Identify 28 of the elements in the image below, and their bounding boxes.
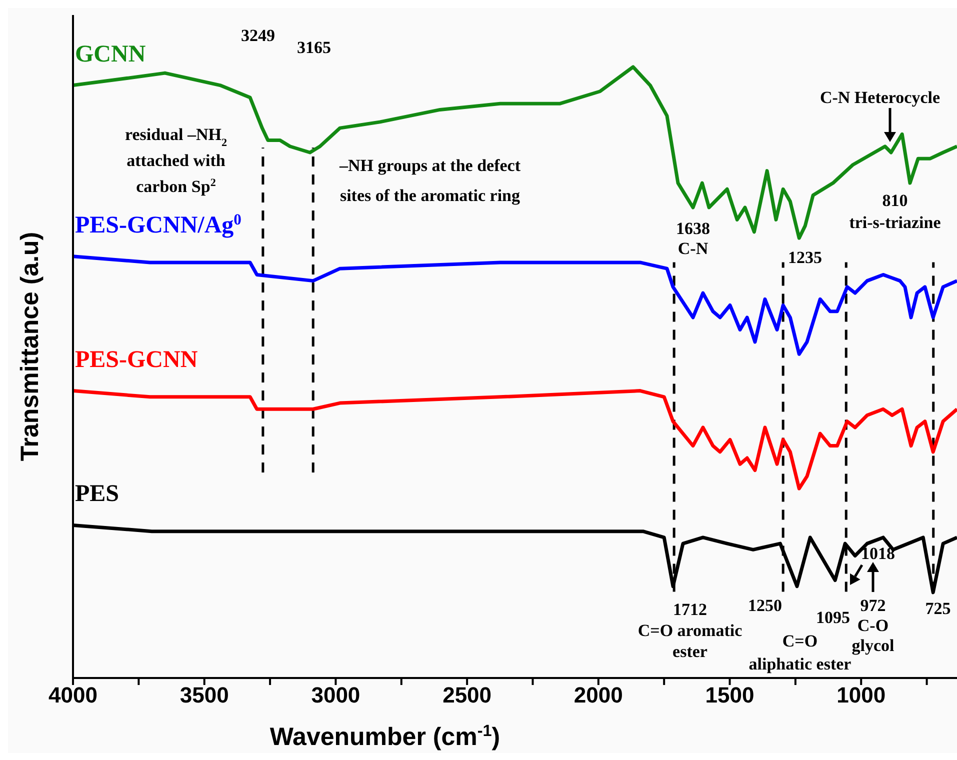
- annotation: 1095: [816, 608, 850, 627]
- annotation: C-N Heterocycle: [820, 88, 940, 107]
- annotation: 1018: [861, 544, 895, 563]
- series-label: PES-GCNN/Ag$^{0}$: [75, 210, 242, 238]
- x-tick-label: 3500: [180, 682, 229, 708]
- x-axis-title: Wavenumber (cm$^{-1}$): [270, 722, 500, 751]
- annotation: 1250: [748, 596, 782, 615]
- annotation: 810 tri-s-triazine: [849, 190, 942, 232]
- series-label: PES-GCNN: [75, 346, 198, 373]
- x-tick-label: 2500: [442, 682, 492, 708]
- annotation: C=O aliphatic ester: [748, 631, 852, 674]
- x-tick-label: 3000: [311, 682, 360, 708]
- text: 3249: [241, 26, 275, 45]
- annotation: 1712 C=O aromatic ester: [638, 600, 743, 661]
- annotation: 1638 C-N: [676, 218, 710, 258]
- annotation: residual –NH$_{2}$ attached with carbon Sp$^{2}$: [124, 124, 228, 196]
- series-label: PES: [75, 481, 120, 508]
- x-tick-label: 1500: [705, 682, 754, 708]
- annotation: 972 C-O glycol: [852, 596, 895, 655]
- annotation: 725: [925, 598, 951, 618]
- annotation: 1235: [788, 248, 822, 267]
- x-tick-label: 1000: [836, 682, 886, 708]
- x-tick-label: 4000: [48, 682, 98, 708]
- text: 3165: [297, 38, 331, 57]
- annotation: –NH groups at the defect sites of the aromatic ring: [338, 156, 521, 205]
- x-tick-label: 2000: [574, 682, 623, 708]
- y-axis-title: Transmittance (a.u): [16, 232, 44, 462]
- series-label: GCNN: [75, 41, 146, 68]
